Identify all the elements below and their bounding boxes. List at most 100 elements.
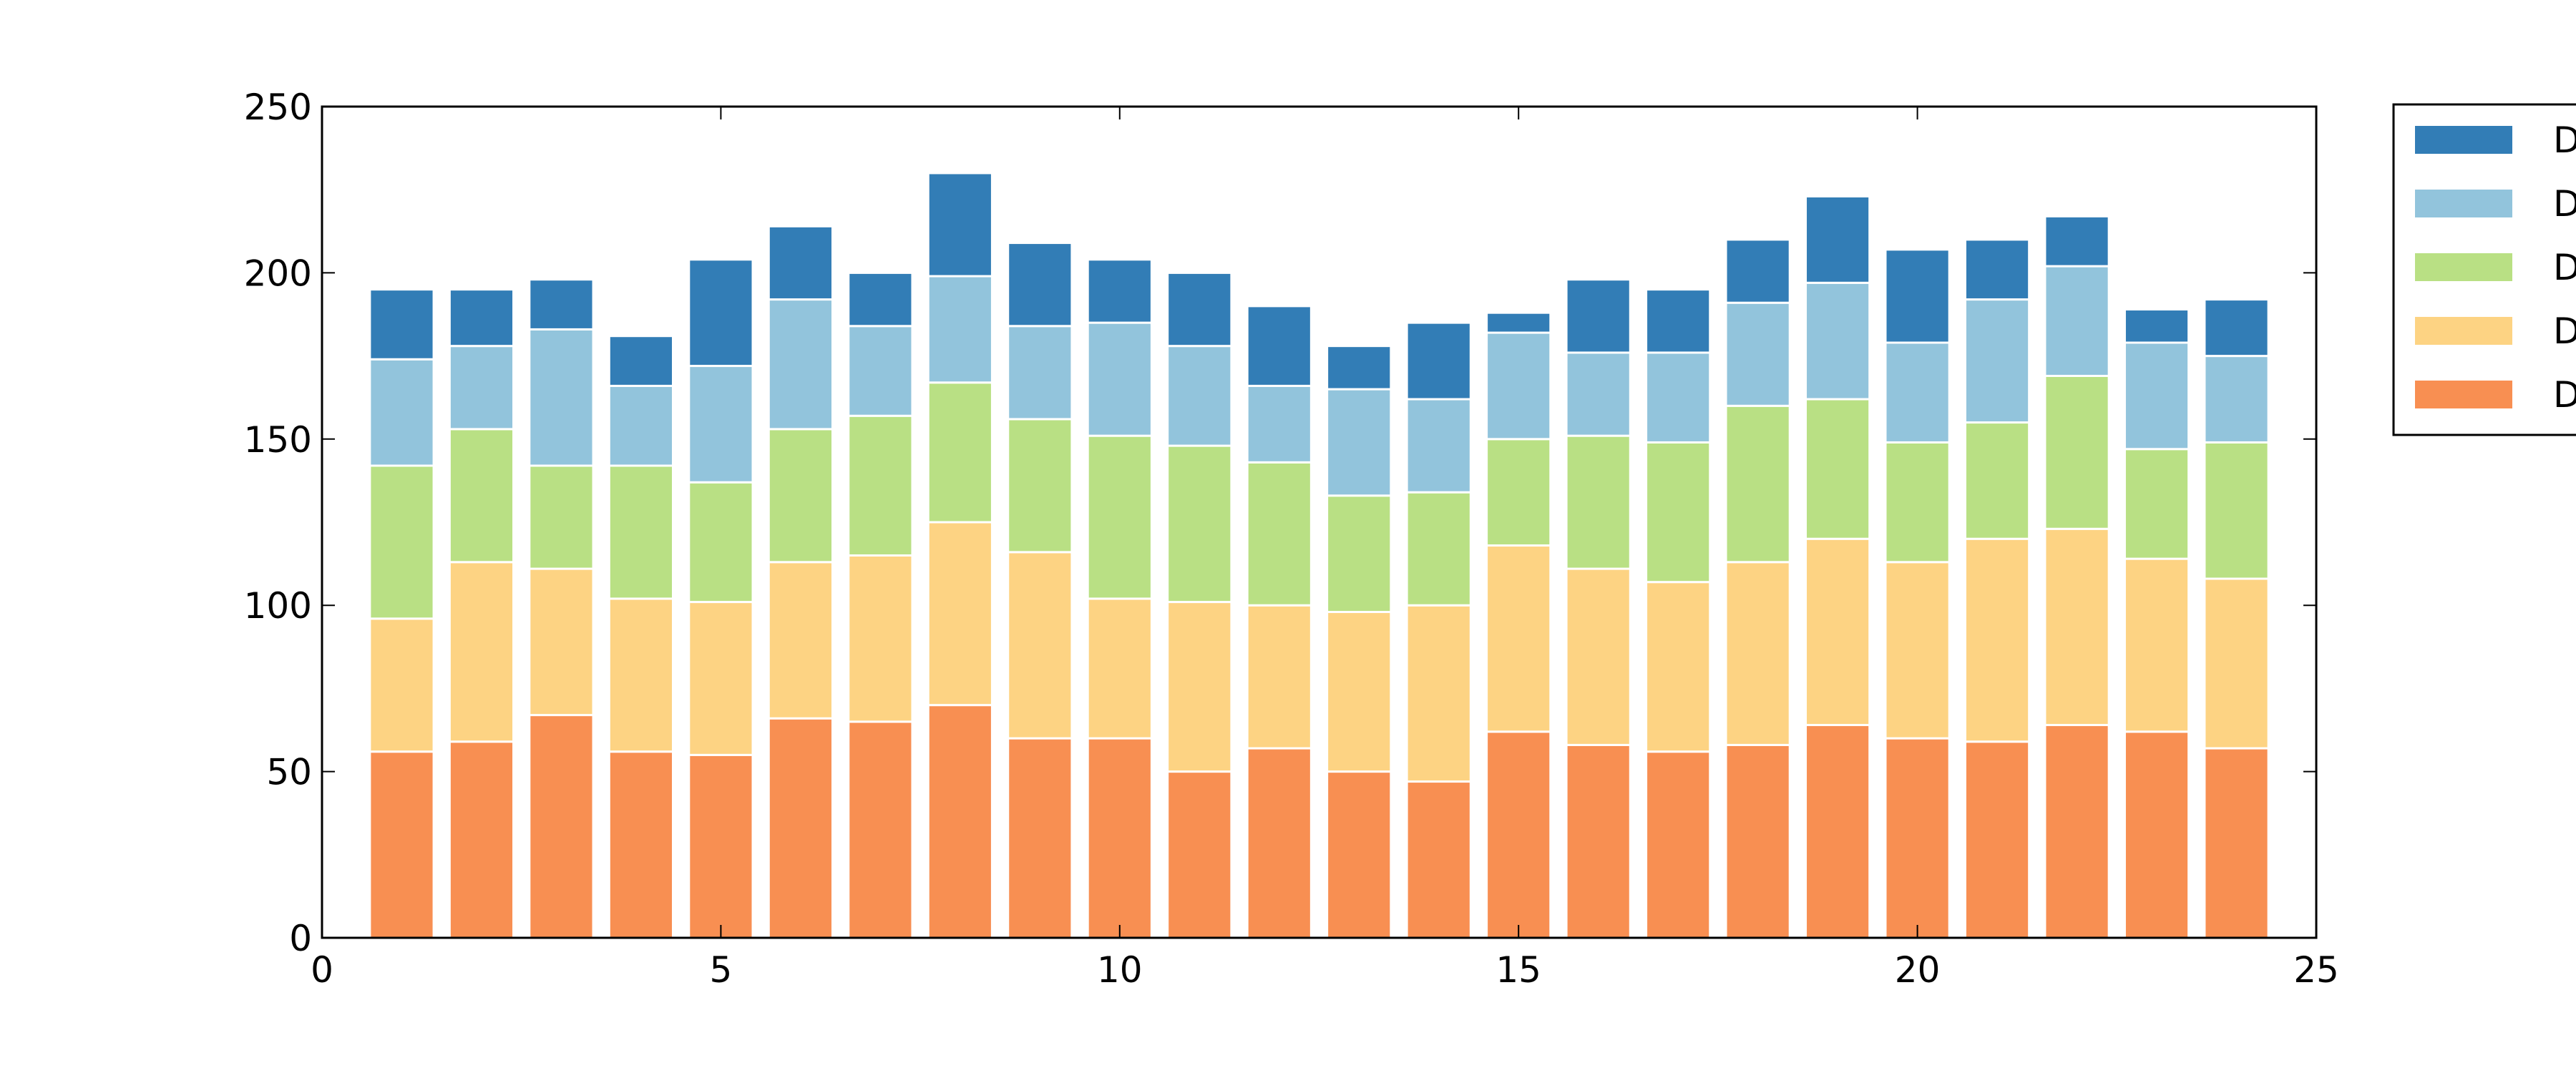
bar-segment-13-4: [1326, 388, 1392, 497]
x-tick-label: 15: [1496, 949, 1541, 991]
bar-segment-11-2: [1166, 601, 1233, 773]
bar-segment-2-1: [448, 740, 515, 939]
legend-swatch-1: [2415, 381, 2512, 408]
bar-segment-2-4: [448, 345, 515, 431]
bar-segment-12-4: [1246, 384, 1312, 464]
bar-segment-17-5: [1645, 288, 1712, 354]
bar-segment-8-2: [927, 521, 993, 707]
bar-segment-11-1: [1166, 770, 1233, 939]
bar-segment-12-2: [1246, 604, 1312, 750]
bar-segment-24-3: [2203, 441, 2270, 580]
bar-segment-3-1: [528, 714, 595, 939]
legend-swatch-4: [2415, 190, 2512, 217]
bar-segment-15-4: [1485, 331, 1552, 441]
bar-segment-1-1: [369, 750, 435, 939]
bar-segment-3-4: [528, 328, 595, 467]
bar-segment-23-4: [2123, 341, 2190, 451]
bar-segment-10-5: [1086, 258, 1153, 324]
bar-segment-23-5: [2123, 308, 2190, 344]
bar-segment-20-3: [1884, 441, 1951, 564]
bar-segment-4-3: [608, 464, 675, 600]
bar-segment-17-3: [1645, 441, 1712, 584]
x-tick-label: 0: [311, 949, 333, 991]
bar-segment-7-4: [847, 325, 914, 417]
bar-segment-3-5: [528, 278, 595, 330]
bar-segment-11-3: [1166, 444, 1233, 604]
y-tick-label: 200: [244, 253, 312, 294]
bar-segment-4-4: [608, 384, 675, 467]
legend-label-5: D: [2553, 119, 2576, 161]
bar-segment-9-3: [1007, 418, 1073, 554]
bar-segment-19-1: [1805, 724, 1871, 939]
y-tick-label: 50: [266, 752, 312, 793]
bar-segment-16-4: [1565, 351, 1631, 437]
bar-segment-9-2: [1007, 551, 1073, 740]
bar-segment-22-3: [2044, 374, 2110, 530]
bar-segment-2-3: [448, 428, 515, 564]
bar-segment-14-4: [1405, 398, 1472, 494]
bar-segment-13-3: [1326, 494, 1392, 613]
bar-segment-10-4: [1086, 321, 1153, 437]
bar-segment-14-5: [1405, 321, 1472, 401]
bar-segment-8-3: [927, 381, 993, 524]
bar-segment-22-1: [2044, 724, 2110, 939]
bar-segment-20-2: [1884, 561, 1951, 740]
bar-segment-14-3: [1405, 491, 1472, 607]
bar-segment-1-2: [369, 617, 435, 753]
bar-segment-21-3: [1963, 421, 2031, 540]
bar-segment-15-3: [1485, 438, 1552, 547]
bar-segment-23-2: [2123, 557, 2190, 733]
x-tick-label: 25: [2293, 949, 2339, 991]
bar-segment-16-5: [1565, 278, 1631, 354]
bars: [369, 172, 2270, 939]
bar-segment-7-2: [847, 554, 914, 723]
bar-segment-21-1: [1963, 740, 2031, 939]
bar-segment-5-3: [688, 481, 754, 604]
bar-segment-13-1: [1326, 770, 1392, 939]
bar-segment-2-5: [448, 288, 515, 348]
bar-segment-18-5: [1724, 238, 1791, 304]
bar-segment-18-3: [1724, 404, 1791, 564]
x-tick-label: 5: [709, 949, 732, 991]
legend-label-1: D: [2553, 374, 2576, 416]
bar-segment-12-3: [1246, 461, 1312, 607]
legend-label-2: D: [2553, 310, 2576, 352]
bar-segment-12-5: [1246, 305, 1312, 387]
bar-segment-6-4: [767, 298, 834, 431]
bar-segment-8-5: [927, 172, 993, 278]
bar-segment-16-3: [1565, 434, 1631, 570]
bar-segment-22-4: [2044, 265, 2110, 377]
y-tick-label: 150: [244, 419, 312, 461]
legend-label-4: D: [2553, 183, 2576, 225]
bar-segment-16-2: [1565, 567, 1631, 746]
bar-segment-18-1: [1724, 743, 1791, 939]
bar-segment-10-2: [1086, 597, 1153, 740]
bar-segment-1-4: [369, 358, 435, 467]
bar-segment-4-5: [608, 335, 675, 387]
bar-segment-5-2: [688, 601, 754, 756]
legend-swatch-5: [2415, 126, 2512, 154]
bar-segment-3-3: [528, 464, 595, 570]
bar-segment-7-3: [847, 414, 914, 557]
bar-segment-4-1: [608, 750, 675, 939]
bar-segment-23-1: [2123, 730, 2190, 939]
bar-segment-15-1: [1485, 730, 1552, 939]
bar-segment-17-2: [1645, 581, 1712, 753]
bar-segment-5-4: [688, 365, 754, 484]
bar-segment-19-3: [1805, 398, 1871, 540]
bar-segment-24-4: [2203, 355, 2270, 444]
y-tick-label: 250: [244, 87, 312, 128]
bar-segment-13-5: [1326, 345, 1392, 391]
bar-segment-11-4: [1166, 345, 1233, 447]
bar-segment-19-5: [1805, 195, 1871, 284]
bar-segment-6-3: [767, 428, 834, 564]
bar-segment-8-1: [927, 704, 993, 939]
bar-segment-17-4: [1645, 351, 1712, 444]
bar-segment-19-2: [1805, 537, 1871, 727]
bar-segment-19-4: [1805, 281, 1871, 401]
bar-segment-13-2: [1326, 610, 1392, 773]
bar-segment-7-1: [847, 720, 914, 939]
